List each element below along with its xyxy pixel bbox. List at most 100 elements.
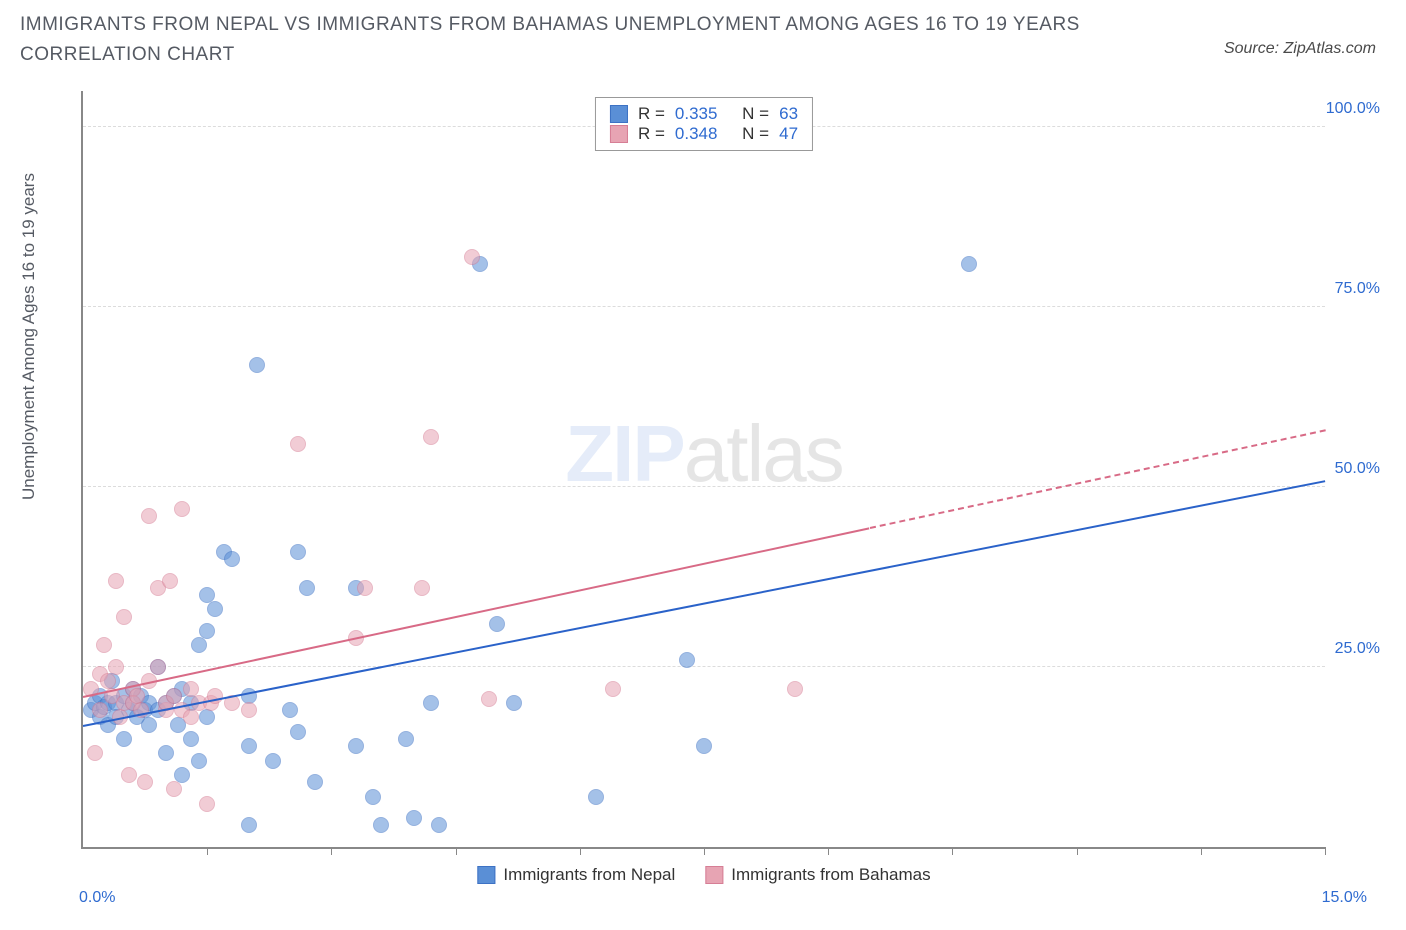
data-point	[207, 601, 223, 617]
data-point	[249, 357, 265, 373]
y-tick-label: 75.0%	[1335, 280, 1380, 298]
data-point	[183, 731, 199, 747]
y-axis-label: Unemployment Among Ages 16 to 19 years	[19, 173, 39, 500]
data-point	[166, 781, 182, 797]
data-point	[96, 637, 112, 653]
data-point	[224, 551, 240, 567]
data-point	[191, 753, 207, 769]
chart-title: IMMIGRANTS FROM NEPAL VS IMMIGRANTS FROM…	[20, 10, 1180, 71]
legend-label-bahamas: Immigrants from Bahamas	[731, 865, 930, 885]
data-point	[373, 817, 389, 833]
legend-swatch-bahamas	[705, 866, 723, 884]
gridline	[83, 306, 1325, 307]
data-point	[679, 652, 695, 668]
data-point	[191, 637, 207, 653]
data-point	[174, 767, 190, 783]
y-tick-label: 100.0%	[1326, 100, 1380, 118]
data-point	[183, 709, 199, 725]
data-point	[431, 817, 447, 833]
legend-swatch-nepal	[610, 105, 628, 123]
source-attribution: Source: ZipAtlas.com	[1224, 40, 1376, 58]
data-point	[199, 623, 215, 639]
legend-swatch-bahamas	[610, 125, 628, 143]
data-point	[241, 738, 257, 754]
data-point	[787, 681, 803, 697]
x-tick	[1077, 847, 1078, 855]
data-point	[116, 731, 132, 747]
data-point	[141, 717, 157, 733]
r-value-bahamas: 0.348	[675, 124, 718, 144]
watermark-zip: ZIP	[565, 409, 683, 498]
data-point	[961, 256, 977, 272]
data-point	[141, 508, 157, 524]
legend-row-bahamas: R = 0.348 N = 47	[610, 124, 798, 144]
data-point	[506, 695, 522, 711]
data-point	[150, 659, 166, 675]
data-point	[108, 573, 124, 589]
data-point	[423, 429, 439, 445]
correlation-legend: R = 0.335 N = 63 R = 0.348 N = 47	[595, 97, 813, 151]
x-tick	[580, 847, 581, 855]
series-legend: Immigrants from Nepal Immigrants from Ba…	[477, 865, 930, 885]
n-value-bahamas: 47	[779, 124, 798, 144]
data-point	[481, 691, 497, 707]
data-point	[174, 501, 190, 517]
gridline	[83, 666, 1325, 667]
x-tick	[952, 847, 953, 855]
n-label: N =	[742, 124, 769, 144]
data-point	[489, 616, 505, 632]
data-point	[265, 753, 281, 769]
data-point	[290, 544, 306, 560]
legend-item-bahamas: Immigrants from Bahamas	[705, 865, 930, 885]
chart-container: Unemployment Among Ages 16 to 19 years Z…	[20, 90, 1386, 910]
data-point	[357, 580, 373, 596]
data-point	[282, 702, 298, 718]
data-point	[199, 709, 215, 725]
legend-row-nepal: R = 0.335 N = 63	[610, 104, 798, 124]
data-point	[365, 789, 381, 805]
r-label: R =	[638, 104, 665, 124]
data-point	[406, 810, 422, 826]
data-point	[398, 731, 414, 747]
x-tick	[828, 847, 829, 855]
plot-area: ZIPatlas R = 0.335 N = 63 R = 0.348 N = …	[81, 91, 1325, 849]
data-point	[87, 745, 103, 761]
data-point	[464, 249, 480, 265]
data-point	[199, 796, 215, 812]
data-point	[116, 609, 132, 625]
data-point	[121, 767, 137, 783]
data-point	[605, 681, 621, 697]
data-point	[290, 724, 306, 740]
x-tick	[207, 847, 208, 855]
data-point	[299, 580, 315, 596]
n-value-nepal: 63	[779, 104, 798, 124]
data-point	[588, 789, 604, 805]
x-axis-min: 0.0%	[79, 889, 115, 907]
gridline	[83, 486, 1325, 487]
data-point	[696, 738, 712, 754]
watermark-atlas: atlas	[684, 409, 843, 498]
x-tick	[704, 847, 705, 855]
data-point	[158, 745, 174, 761]
x-tick	[1201, 847, 1202, 855]
data-point	[423, 695, 439, 711]
data-point	[290, 436, 306, 452]
source-prefix: Source:	[1224, 40, 1284, 57]
x-axis-max: 15.0%	[1322, 889, 1367, 907]
legend-swatch-nepal	[477, 866, 495, 884]
data-point	[241, 817, 257, 833]
data-point	[137, 774, 153, 790]
data-point	[108, 659, 124, 675]
data-point	[348, 738, 364, 754]
y-tick-label: 50.0%	[1335, 460, 1380, 478]
data-point	[414, 580, 430, 596]
data-point	[307, 774, 323, 790]
r-label: R =	[638, 124, 665, 144]
regression-line	[83, 527, 870, 698]
x-tick	[331, 847, 332, 855]
data-point	[241, 702, 257, 718]
data-point	[162, 573, 178, 589]
legend-label-nepal: Immigrants from Nepal	[503, 865, 675, 885]
n-label: N =	[742, 104, 769, 124]
regression-line	[869, 429, 1325, 529]
